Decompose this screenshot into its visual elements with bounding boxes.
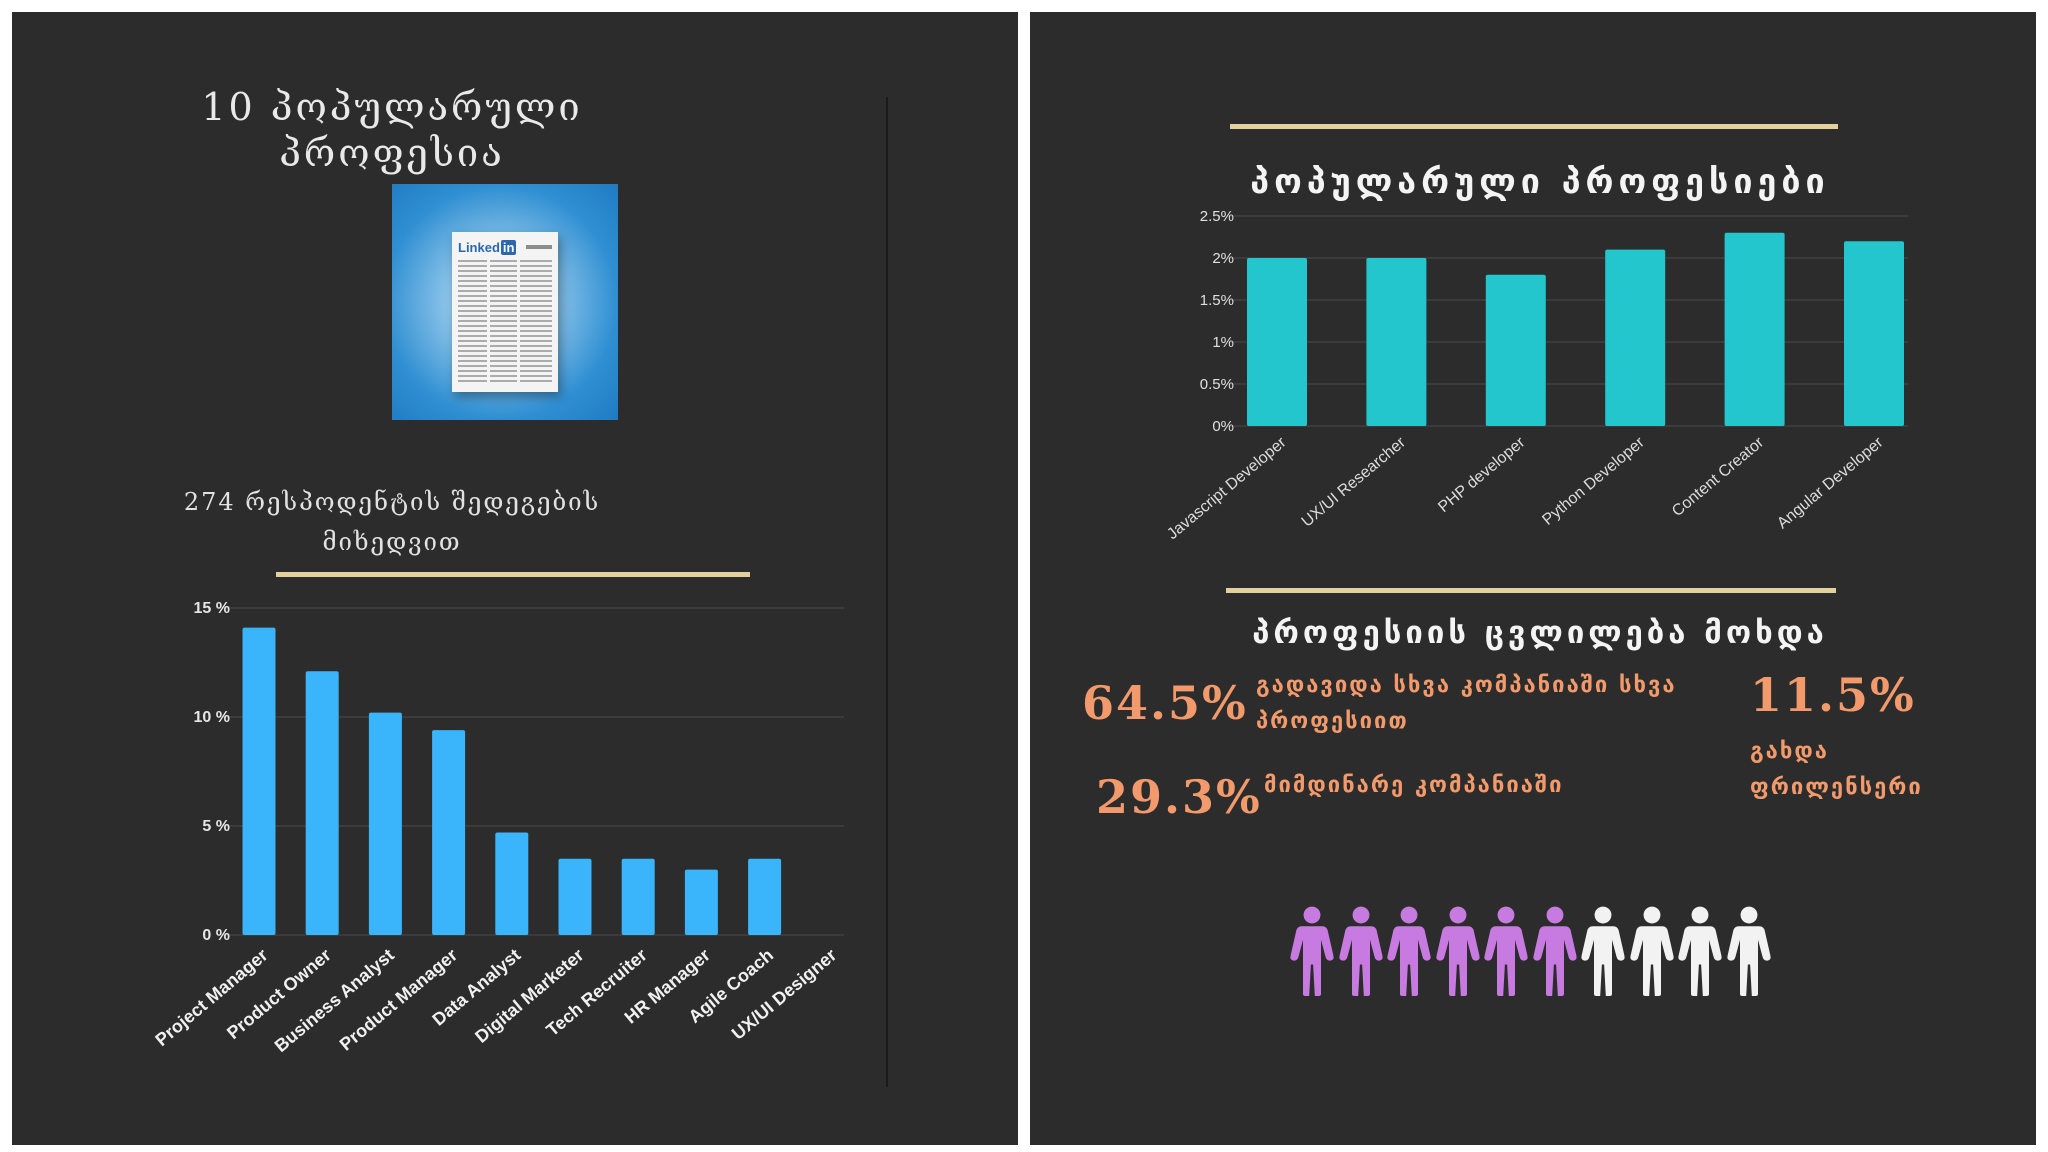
bar (1485, 274, 1546, 426)
y-tick-label: 0% (1212, 418, 1234, 435)
x-tick-label: Digital Marketer (471, 945, 587, 1047)
x-tick-label: UX/UI Designer (728, 945, 840, 1044)
y-tick-label: 5 % (202, 818, 230, 835)
x-tick-label: Project Manager (151, 945, 271, 1050)
bar (558, 858, 592, 935)
y-tick-label: 0 % (202, 927, 230, 944)
bar (748, 858, 782, 935)
person-icon (1338, 906, 1383, 996)
person-icon (1629, 906, 1674, 996)
left-title: 10 პოპულარული პროფესია (201, 85, 583, 175)
stat-value-current-company: 29.3% (1096, 770, 1262, 824)
bar (1605, 249, 1666, 426)
newspaper-masthead (526, 245, 552, 249)
right-bar-chart: 0% 0.5% 1% 1.5% 2% 2.5% Javascript Developer UX… (1164, 208, 1908, 543)
x-tick-label: Content Creator (1669, 434, 1768, 521)
bar (1366, 258, 1427, 426)
vertical-divider (886, 97, 888, 1087)
bar (684, 869, 718, 935)
change-heading: პროფესიის ცვლილება მოხდა (1252, 615, 1828, 651)
x-tick-label: Business Analyst (271, 945, 398, 1056)
y-tick-label: 15 % (194, 600, 230, 617)
person-icon (1387, 906, 1431, 996)
stat-value-other-company: 64.5% (1082, 676, 1248, 730)
y-tick-label: 0.5% (1200, 376, 1234, 393)
person-icon (1484, 906, 1528, 996)
person-icon (1435, 906, 1480, 996)
x-tick-label: PHP developer (1435, 434, 1529, 516)
y-tick-label: 1% (1212, 334, 1234, 351)
bar (305, 671, 339, 935)
gold-divider-middle (1226, 588, 1836, 593)
newspaper-icon: Linked in (452, 232, 558, 392)
bar (1844, 241, 1904, 426)
x-tick-label: Python Developer (1539, 434, 1648, 529)
stat-label-current-company: მიმდინარე კომპანიაში (1264, 773, 1564, 798)
y-tick-label: 2% (1212, 250, 1234, 267)
right-chart-heading: პოპულარული პროფესიები (1250, 162, 1830, 202)
y-tick-label: 10 % (194, 709, 230, 726)
linkedin-newspaper-image: Linked in (392, 184, 618, 420)
person-icon (1678, 906, 1722, 996)
right-panel: პოპულარული პროფესიები 0% 0.5% 1% 1.5% 2% 2.5%… (1030, 12, 2036, 1145)
gold-divider-left (276, 572, 750, 577)
y-tick-label: 2.5% (1200, 208, 1234, 225)
bar (432, 730, 466, 935)
left-panel: 10 პოპულარული პროფესია Linked in 274 რესპ… (12, 12, 1018, 1145)
bar (1724, 232, 1785, 426)
x-tick-label: UX/UI Researcher (1299, 434, 1410, 531)
person-icon (1290, 906, 1334, 996)
bar (242, 627, 276, 935)
person-icon (1532, 906, 1577, 996)
bar (495, 832, 529, 935)
person-icon (1726, 906, 1771, 996)
bar (1247, 258, 1307, 426)
x-tick-label: Javascript Developer (1164, 434, 1290, 543)
linkedin-logo-icon: Linked in (458, 240, 517, 255)
y-tick-label: 1.5% (1200, 292, 1234, 309)
people-pictogram (1288, 906, 1808, 996)
stat-label-freelancer: გახდა ფრილენსერი (1750, 739, 1923, 800)
stat-value-freelancer: 11.5% (1750, 668, 1916, 722)
bar (621, 858, 655, 935)
stat-label-other-company: გადავიდა სხვა კომპანიაში სხვა პროფესიით (1256, 673, 1677, 734)
x-tick-label: Angular Developer (1774, 434, 1887, 533)
person-icon (1581, 906, 1625, 996)
left-subtitle: 274 რესპოდენტის შედეგების მიხედვით (183, 488, 601, 556)
newspaper-columns (458, 260, 552, 384)
gold-divider-top (1230, 124, 1838, 129)
x-tick-label: Product Manager (336, 945, 461, 1055)
bar (368, 712, 402, 935)
